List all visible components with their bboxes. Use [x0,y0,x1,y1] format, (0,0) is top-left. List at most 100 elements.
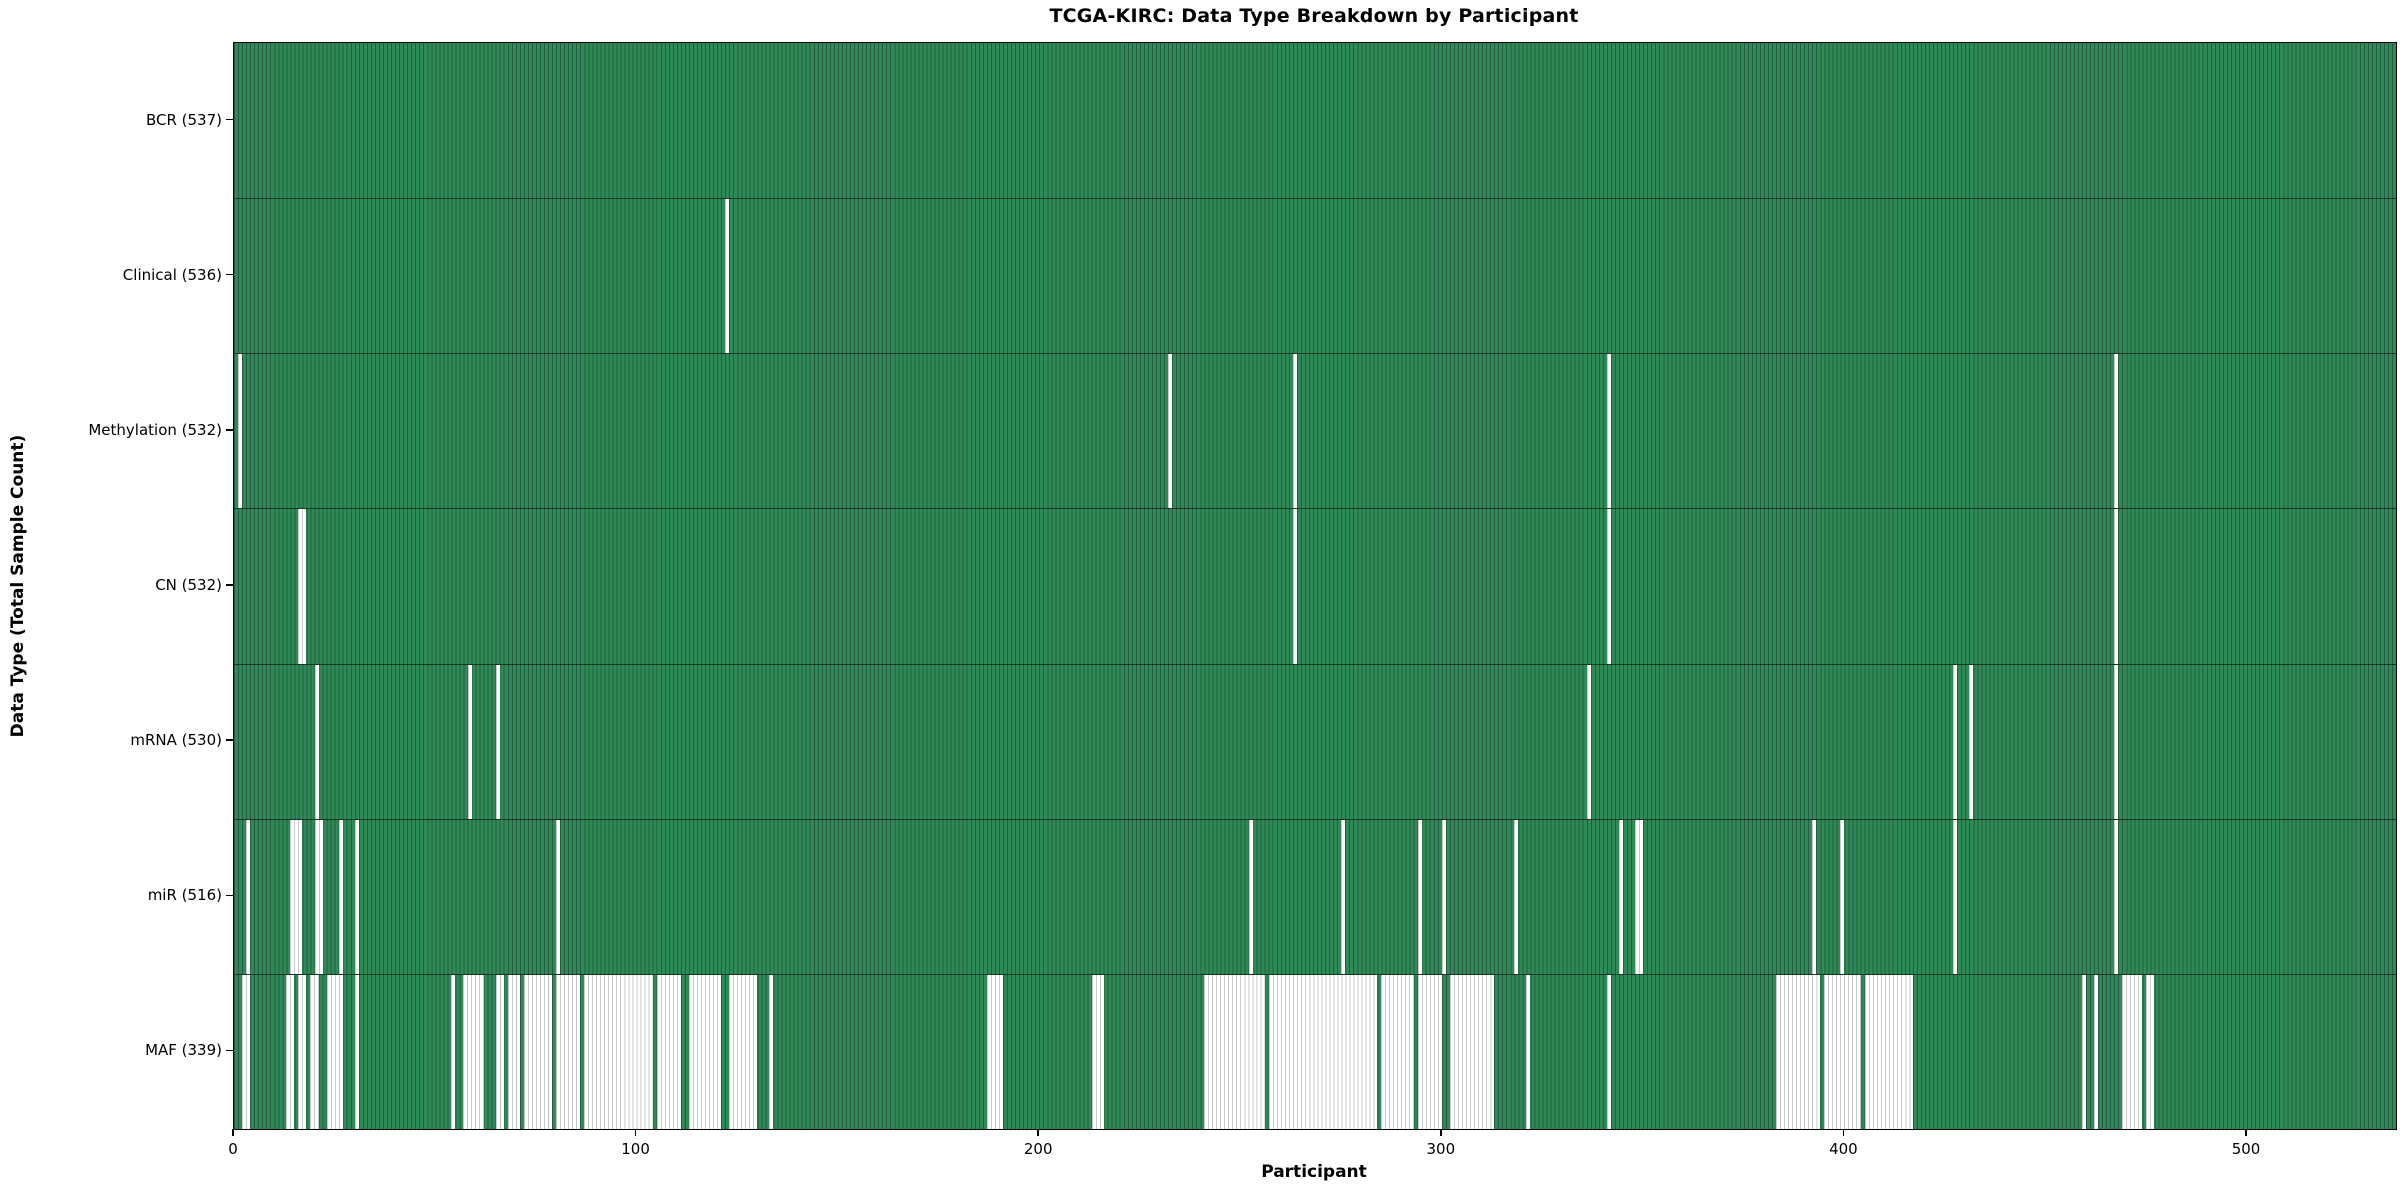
absent-bar [2094,974,2099,1129]
absent-bar [2114,354,2119,509]
absent-bar [354,974,359,1129]
absent-bar [495,974,504,1129]
absent-bar [314,664,319,819]
absent-bar [556,819,561,974]
absent-bar [290,819,303,974]
y-tick-label-bcr: BCR (537) [145,110,222,129]
absent-bar [314,819,323,974]
chart-title: TCGA-KIRC: Data Type Breakdown by Partic… [1049,5,1579,27]
absent-bar [1514,819,1519,974]
x-axis-label: Participant [1261,1162,1367,1182]
absent-bar [1341,819,1346,974]
heatmap-row-clinical [234,198,2396,354]
absent-bar [2081,974,2086,1129]
absent-bar [688,974,722,1129]
absent-bar [986,974,1003,1129]
y-tick-mark [226,584,233,586]
absent-bar [1168,354,1173,509]
absent-bar [1775,974,1821,1129]
absent-bar [310,974,319,1129]
absent-bar [1417,974,1442,1129]
absent-bar [467,664,472,819]
absent-bar [1824,974,1861,1129]
absent-bar [238,354,243,509]
y-tick-label-cn: CN (532) [155,576,222,594]
x-tick-label: 200 [1023,1140,1053,1158]
y-tick-mark [226,118,233,121]
absent-bar [298,509,307,664]
y-tick-label-mrna: mRNA (530) [130,731,222,750]
heatmap-row-cn [234,508,2396,664]
absent-bar [451,974,456,1129]
y-tick-mark [226,1049,233,1052]
x-tick-label: 300 [1426,1140,1456,1158]
absent-bar [769,974,774,1129]
absent-bar [298,974,307,1129]
absent-bar [725,199,730,354]
absent-bar [584,974,653,1129]
absent-bar [1381,974,1414,1129]
absent-bar [729,974,758,1129]
y-tick-mark [226,273,233,276]
y-tick-label-mir: miR (516) [147,886,222,905]
x-tick-label: 400 [1829,1140,1858,1158]
x-tick-mark [1037,1129,1039,1136]
x-tick-label: 500 [2231,1140,2261,1158]
absent-bar [1953,819,1958,974]
absent-bar [1586,664,1591,819]
absent-bar [656,974,681,1129]
absent-bar [1953,664,1958,819]
absent-bar [1606,354,1611,509]
x-tick-mark [232,1129,234,1136]
absent-bar [326,974,343,1129]
y-tick-label-clinical: Clinical (536) [122,265,222,284]
absent-bar [1618,819,1623,974]
absent-bar [556,974,581,1129]
y-tick-mark [226,739,233,741]
absent-bar [2146,974,2155,1129]
absent-bar [2114,819,2119,974]
absent-bar [354,819,359,974]
y-tick-mark [226,429,233,431]
absent-bar [246,819,251,974]
absent-bar [1091,974,1104,1129]
x-tick-mark [2245,1129,2247,1136]
absent-bar [1635,819,1644,974]
x-tick-mark [634,1129,637,1136]
heatmap-row-maf [234,973,2396,1129]
absent-bar [1292,509,1297,664]
absent-bar [1840,819,1845,974]
absent-bar [1812,819,1817,974]
absent-bar [2122,974,2143,1129]
absent-bar [1969,664,1974,819]
absent-bar [523,974,553,1129]
absent-bar [338,819,343,974]
absent-bar [1441,819,1446,974]
absent-bar [1449,974,1495,1129]
heatmap-row-bcr [234,43,2396,199]
absent-bar [1864,974,1913,1129]
y-tick-label-maf: MAF (339) [145,1041,222,1060]
heatmap-row-mrna [234,663,2396,819]
absent-bar [242,974,251,1129]
absent-bar [507,974,520,1129]
x-tick-mark [1440,1129,1442,1136]
plot-area: PresentAbsent [233,42,2397,1130]
absent-bar [1526,974,1531,1129]
x-tick-label: 0 [228,1140,238,1158]
absent-bar [1606,974,1611,1129]
absent-bar [1606,509,1611,664]
y-tick-mark [226,894,233,897]
absent-bar [1417,819,1422,974]
absent-bar [2114,664,2119,819]
absent-bar [1204,974,1265,1129]
heatmap-row-mir [234,818,2396,974]
absent-bar [1268,974,1378,1129]
absent-bar [463,974,484,1129]
absent-bar [1248,819,1253,974]
absent-bar [495,664,500,819]
y-tick-label-methylation: Methylation (532) [88,420,222,439]
absent-bar [2114,509,2119,664]
absent-bar [1292,354,1297,509]
